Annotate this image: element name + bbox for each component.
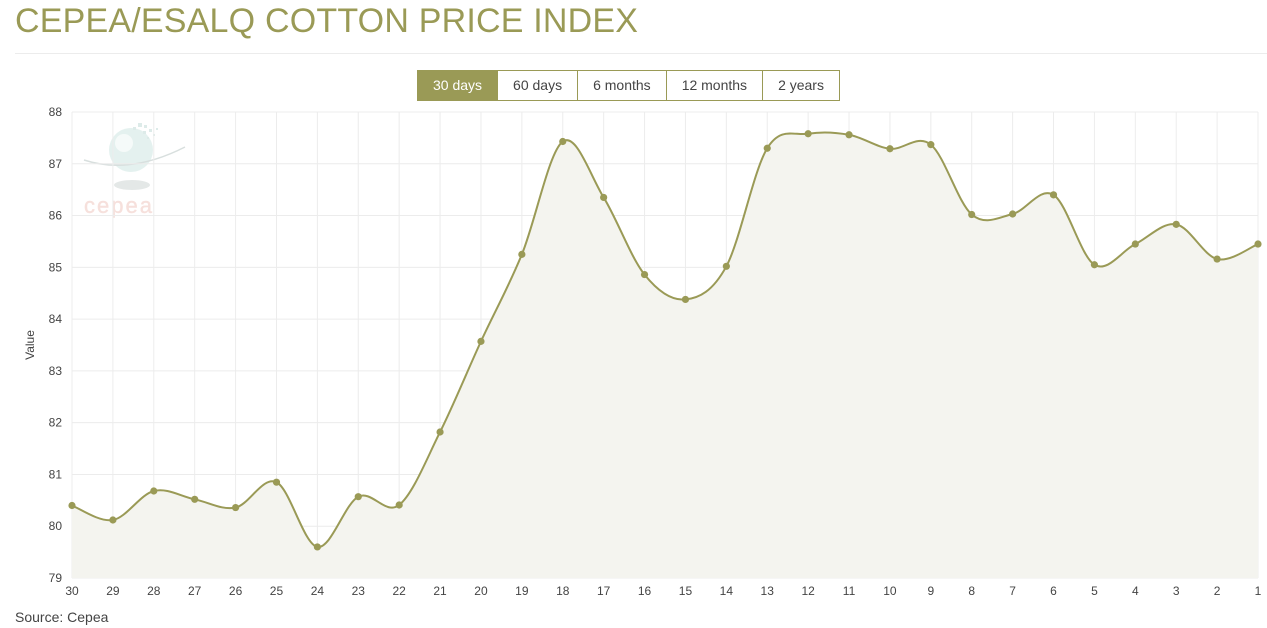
x-tick-label: 29 — [106, 584, 120, 598]
x-tick-label: 24 — [311, 584, 325, 598]
x-tick-label: 7 — [1009, 584, 1016, 598]
x-tick-label: 21 — [433, 584, 447, 598]
x-tick-label: 5 — [1091, 584, 1098, 598]
x-tick-label: 22 — [392, 584, 406, 598]
logo-shadow — [114, 180, 150, 190]
data-point-1 — [1254, 240, 1262, 248]
data-point-22 — [395, 501, 403, 509]
y-tick-label: 87 — [49, 157, 63, 171]
data-point-17 — [600, 193, 608, 202]
x-tick-label: 23 — [352, 584, 366, 598]
source-note: Source: Cepea — [15, 609, 109, 625]
y-tick-label: 88 — [49, 105, 63, 119]
data-point-5 — [1090, 261, 1099, 269]
data-point-16 — [640, 270, 649, 279]
x-tick-label: 25 — [270, 584, 284, 598]
x-tick-label: 18 — [556, 584, 570, 598]
y-axis-title: Value — [23, 330, 37, 360]
data-point-30 — [68, 501, 76, 510]
data-point-28 — [150, 487, 158, 495]
data-point-15 — [681, 295, 690, 304]
area-fill — [72, 132, 1258, 578]
x-tick-label: 19 — [515, 584, 529, 598]
range-tab-6-months[interactable]: 6 months — [577, 70, 667, 101]
data-point-9 — [927, 141, 935, 149]
data-point-6 — [1049, 191, 1058, 199]
x-tick-label: 16 — [638, 584, 652, 598]
data-point-18 — [559, 137, 567, 146]
x-tick-label: 10 — [883, 584, 897, 598]
data-point-14 — [722, 262, 730, 270]
x-tick-label: 26 — [229, 584, 243, 598]
x-tick-label: 2 — [1214, 584, 1221, 598]
x-tick-label: 8 — [968, 584, 975, 598]
logo-wordmark: cepea — [84, 193, 154, 218]
y-tick-label: 79 — [49, 571, 63, 585]
x-tick-label: 1 — [1255, 584, 1262, 598]
data-point-8 — [968, 210, 976, 219]
globe-highlight — [115, 134, 133, 152]
x-tick-label: 30 — [65, 584, 79, 598]
x-tick-label: 12 — [801, 584, 815, 598]
data-point-7 — [1009, 210, 1017, 218]
data-point-26 — [231, 503, 240, 512]
y-tick-label: 81 — [49, 467, 63, 481]
x-tick-label: 15 — [679, 584, 693, 598]
x-tick-label: 9 — [927, 584, 934, 598]
x-tick-label: 28 — [147, 584, 161, 598]
data-point-21 — [436, 428, 444, 436]
x-tick-label: 17 — [597, 584, 611, 598]
x-tick-label: 27 — [188, 584, 202, 598]
y-tick-label: 86 — [49, 209, 63, 223]
y-tick-label: 80 — [49, 519, 63, 533]
y-tick-label: 83 — [49, 364, 63, 378]
x-tick-label: 6 — [1050, 584, 1057, 598]
title-divider — [15, 53, 1267, 54]
data-point-11 — [845, 131, 853, 139]
x-tick-label: 11 — [843, 584, 856, 598]
x-tick-label: 13 — [761, 584, 775, 598]
range-tab-60-days[interactable]: 60 days — [497, 70, 579, 101]
y-tick-label: 84 — [49, 312, 63, 326]
data-point-10 — [886, 145, 894, 153]
page-title: CEPEA/ESALQ COTTON PRICE INDEX — [15, 2, 639, 40]
x-tick-label: 20 — [474, 584, 488, 598]
data-point-29 — [109, 516, 117, 524]
data-point-20 — [477, 337, 485, 345]
range-tab-12-months[interactable]: 12 months — [665, 70, 764, 101]
x-tick-label: 14 — [720, 584, 734, 598]
data-point-12 — [804, 130, 812, 138]
cepea-logo-watermark: cepea — [83, 123, 186, 218]
range-tab-2-years[interactable]: 2 years — [762, 70, 840, 101]
data-point-24 — [313, 543, 321, 551]
x-tick-label: 4 — [1132, 584, 1139, 598]
data-point-19 — [518, 250, 526, 258]
range-tab-30-days[interactable]: 30 days — [417, 70, 499, 101]
data-point-23 — [354, 493, 362, 501]
y-tick-label: 85 — [49, 260, 63, 274]
y-tick-label: 82 — [49, 416, 63, 430]
data-point-4 — [1131, 240, 1139, 248]
data-point-27 — [191, 495, 199, 503]
data-point-13 — [763, 144, 771, 152]
x-tick-label: 3 — [1173, 584, 1180, 598]
range-selector: 30 days 60 days 6 months 12 months 2 yea… — [417, 70, 840, 101]
data-point-3 — [1172, 220, 1180, 228]
data-point-25 — [272, 478, 281, 486]
data-point-2 — [1213, 255, 1221, 263]
